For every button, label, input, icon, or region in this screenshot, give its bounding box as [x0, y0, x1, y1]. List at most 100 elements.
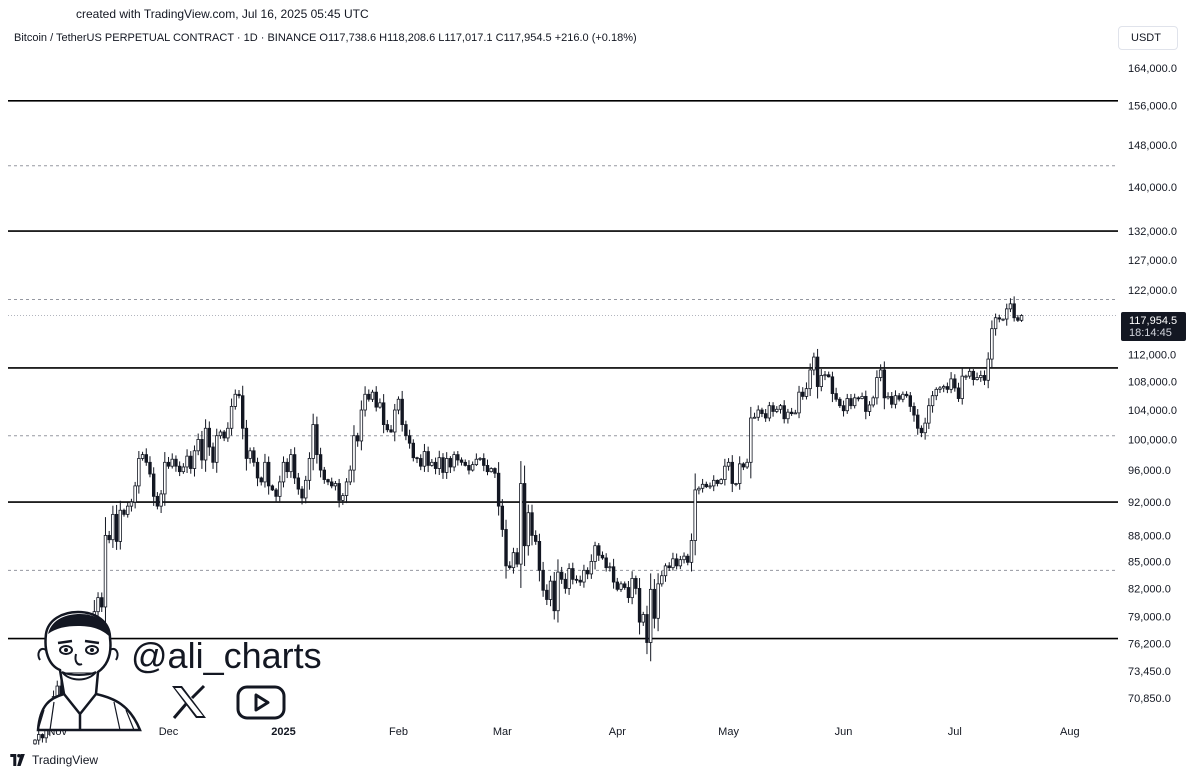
candle [122, 508, 126, 517]
candle [578, 575, 582, 586]
candle [170, 453, 174, 469]
candle [441, 453, 445, 479]
candle [396, 396, 401, 415]
candle [118, 500, 123, 550]
candle [259, 476, 263, 486]
candle [326, 478, 330, 486]
price-chart[interactable]: 164,000.0 156,000.0 148,000.0 140,000.0 132,… [0, 0, 1200, 750]
candle [159, 490, 163, 513]
candle [804, 382, 809, 400]
x-logo-icon [172, 684, 206, 719]
candle [615, 577, 619, 592]
candle [815, 348, 820, 399]
candle [678, 555, 683, 570]
candle [456, 451, 460, 466]
candle [292, 447, 297, 484]
time-axis[interactable]: Nov Dec 2025 Feb Mar Apr May Jun Jul Aug [47, 726, 1079, 738]
candle [893, 390, 898, 409]
candle [40, 733, 45, 743]
candle [923, 417, 927, 440]
time-tick-label: Dec [159, 726, 179, 738]
candlestick-series [33, 296, 1024, 745]
candle [111, 505, 115, 548]
candle [463, 459, 467, 467]
time-tick-label: Mar [493, 726, 512, 738]
candle [378, 398, 382, 409]
price-tick-label: 127,000.0 [1128, 255, 1177, 267]
candle [737, 456, 742, 490]
candle [763, 408, 768, 422]
footer-brand[interactable]: TradingView [10, 750, 98, 770]
candle [704, 481, 709, 489]
price-axis[interactable]: 164,000.0 156,000.0 148,000.0 140,000.0 132,… [1128, 63, 1177, 705]
candle [597, 542, 601, 561]
candle [953, 374, 957, 392]
candle [478, 457, 482, 461]
created-with-note: created with TradingView.com, Jul 16, 20… [76, 7, 369, 21]
candle [967, 367, 972, 379]
candle [971, 369, 976, 386]
candle [730, 455, 734, 493]
candle [745, 458, 749, 469]
candle [163, 452, 167, 506]
candle [218, 429, 223, 439]
candle [1008, 298, 1013, 313]
candle [901, 391, 905, 403]
candle [266, 456, 271, 495]
candle [904, 391, 909, 398]
price-tick-label: 100,000.0 [1128, 434, 1177, 446]
candle [500, 499, 505, 537]
candle [229, 398, 234, 436]
candle [151, 467, 156, 506]
candle [697, 486, 701, 495]
candle [370, 389, 375, 402]
candle [878, 364, 883, 382]
candle [949, 372, 953, 394]
candle [177, 461, 182, 477]
candle [426, 446, 430, 473]
candle [333, 480, 338, 491]
candle [827, 371, 831, 378]
candle [726, 458, 731, 471]
candle [789, 407, 794, 416]
time-tick-label: May [718, 726, 739, 738]
candle [845, 393, 849, 414]
candle [270, 484, 275, 491]
candle [189, 451, 193, 474]
candle [511, 547, 516, 574]
candle [100, 592, 104, 613]
candle [374, 386, 378, 412]
candle [864, 390, 868, 420]
candle [215, 428, 219, 473]
candle [174, 455, 178, 472]
candle [890, 391, 894, 409]
candle [930, 391, 935, 413]
candle [593, 541, 597, 570]
candle [982, 370, 987, 386]
candle [756, 405, 760, 421]
price-tick-label: 76,200.0 [1128, 638, 1171, 650]
candle [311, 413, 315, 471]
candle [289, 448, 293, 478]
youtube-icon [236, 685, 286, 720]
candle [33, 739, 37, 745]
price-tick-label: 156,000.0 [1128, 101, 1177, 113]
candle [856, 396, 861, 402]
candle [741, 462, 746, 471]
candle [537, 533, 542, 582]
candle [482, 453, 486, 472]
candle [571, 562, 575, 585]
candle [623, 581, 627, 590]
candle [830, 371, 835, 403]
candle [344, 478, 349, 504]
candle [964, 374, 968, 380]
currency-button[interactable]: USDT [1118, 26, 1178, 50]
candle [548, 575, 553, 607]
candle [489, 467, 493, 473]
candle [700, 478, 705, 493]
candle [407, 429, 412, 449]
candle [912, 402, 916, 422]
candle [419, 454, 423, 471]
price-tick-label: 96,000.0 [1128, 465, 1171, 477]
candle [667, 562, 671, 571]
